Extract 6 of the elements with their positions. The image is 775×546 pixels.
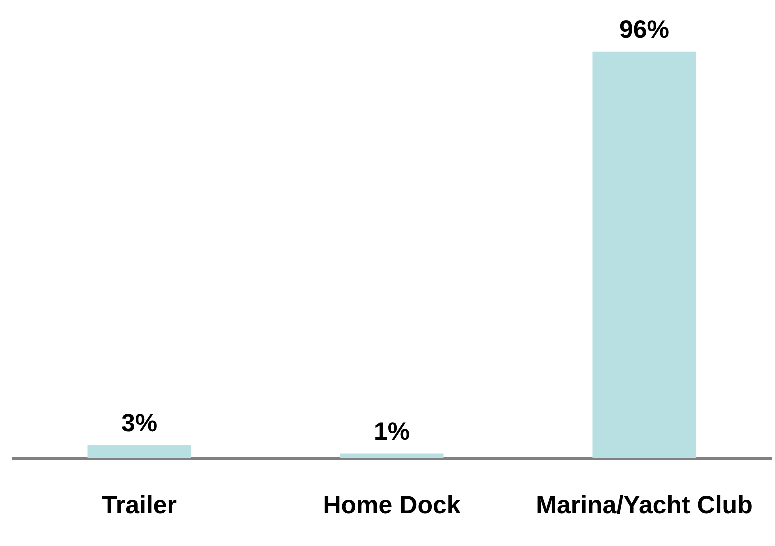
x-tick-label: Home Dock: [323, 492, 461, 520]
data-label: 96%: [619, 16, 670, 44]
x-tick-label: Trailer: [102, 492, 178, 520]
data-label: 1%: [374, 418, 410, 446]
data-label: 3%: [121, 409, 158, 438]
x-tick-label: Marina/Yacht Club: [536, 492, 753, 520]
